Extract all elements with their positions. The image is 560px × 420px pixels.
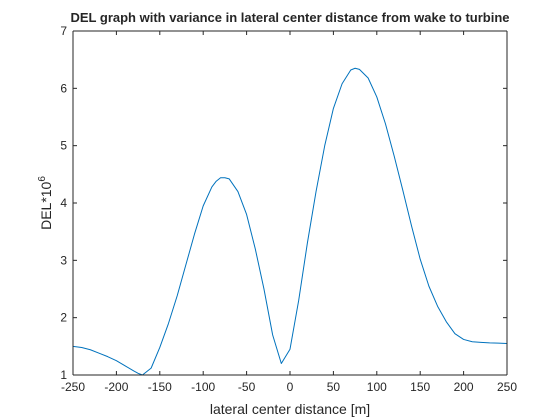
x-tick-label: 200 bbox=[454, 380, 474, 394]
y-tick-label: 2 bbox=[60, 311, 67, 325]
y-tick-label: 5 bbox=[60, 139, 67, 153]
x-tick-label: -50 bbox=[238, 380, 256, 394]
x-tick-label: 0 bbox=[287, 380, 294, 394]
y-tick-label: 4 bbox=[60, 196, 67, 210]
x-tick-label: 100 bbox=[367, 380, 387, 394]
ticks-layer: -250 -200 -150 -100 -50 0 50 100 150 200 250 1 2 3 4 5 6… bbox=[60, 24, 517, 394]
x-tick-label: -100 bbox=[191, 380, 215, 394]
x-tick-label: 50 bbox=[327, 380, 341, 394]
y-tick-label: 1 bbox=[60, 368, 67, 382]
y-axis-label-exponent: 6 bbox=[37, 176, 48, 182]
y-axis-label: DEL*106 bbox=[37, 176, 54, 230]
x-tick-label: 250 bbox=[497, 380, 517, 394]
chart-title: DEL graph with variance in lateral cente… bbox=[71, 10, 510, 25]
x-axis-label: lateral center distance [m] bbox=[210, 401, 370, 417]
x-tick-label: 150 bbox=[410, 380, 430, 394]
x-tick-label: -200 bbox=[104, 380, 128, 394]
y-tick-label: 6 bbox=[60, 81, 67, 95]
y-tick-label: 7 bbox=[60, 24, 67, 38]
y-axis-label-text: DEL*10 bbox=[38, 181, 54, 229]
x-tick-label: -250 bbox=[61, 380, 85, 394]
plot-area bbox=[73, 31, 507, 375]
x-tick-label: -150 bbox=[148, 380, 172, 394]
y-tick-label: 3 bbox=[60, 253, 67, 267]
